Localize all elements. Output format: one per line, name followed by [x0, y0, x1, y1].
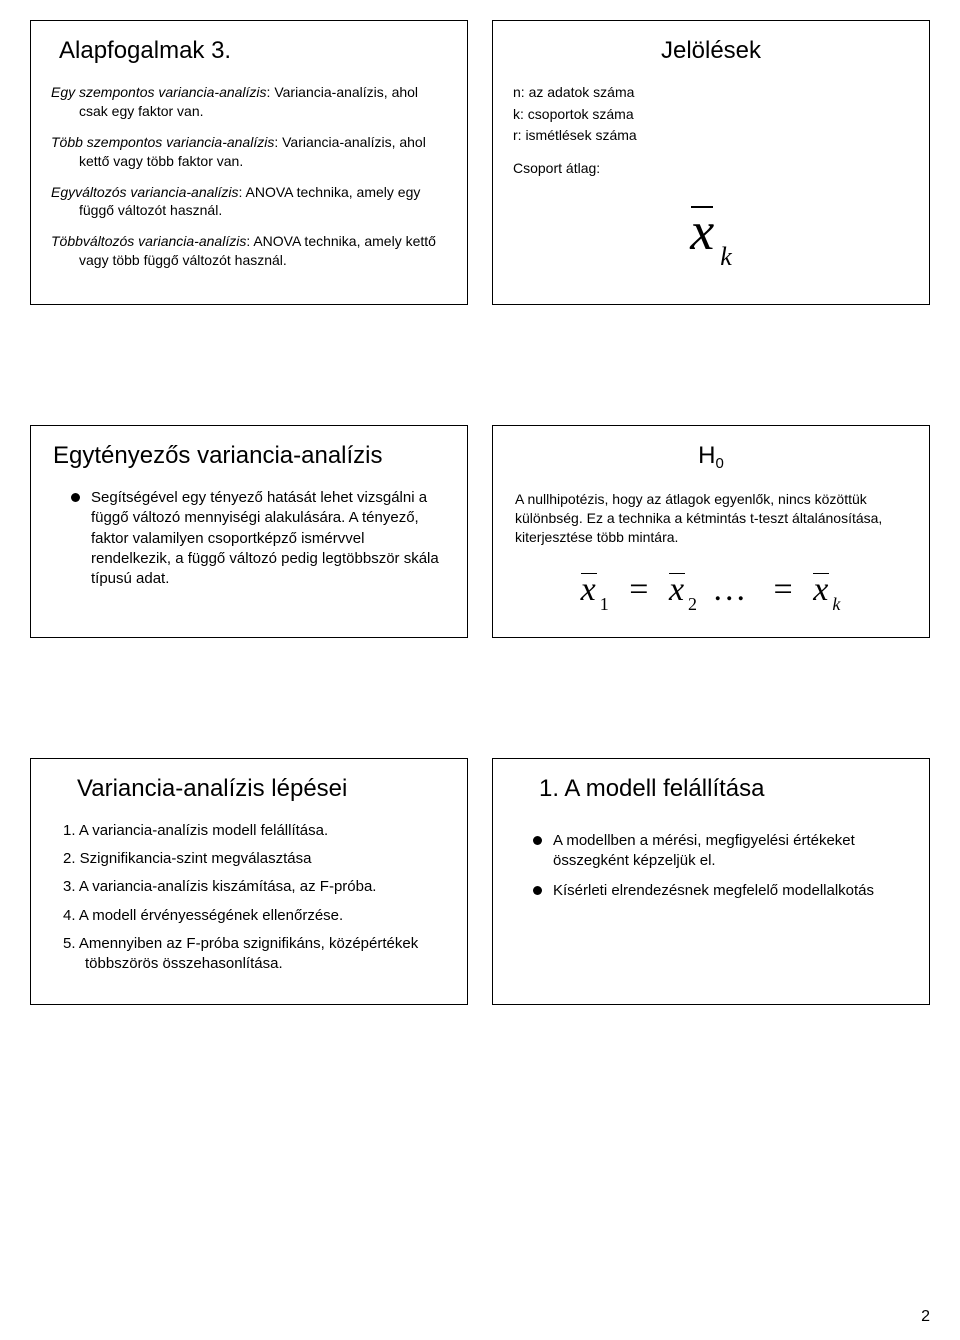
panel-title: 1. A modell felállítása	[539, 775, 911, 803]
panel-alapfogalmak: Alapfogalmak 3. Egy szempontos variancia…	[30, 20, 468, 305]
slide-grid: Alapfogalmak 3. Egy szempontos variancia…	[30, 20, 930, 1005]
panel-jelolesek: Jelölések n: az adatok száma k: csoporto…	[492, 20, 930, 305]
panel-title: Jelölések	[511, 37, 911, 65]
term: Egy szempontos variancia-analízis	[51, 84, 267, 100]
step-item: 1. A variancia-analízis modell felállítá…	[85, 821, 449, 841]
term: Többváltozós variancia-analízis	[51, 233, 246, 249]
definition-item: Több szempontos variancia-analízis: Vari…	[79, 133, 449, 171]
math-var: x	[581, 571, 597, 609]
formula-xbar-k: xk	[511, 200, 911, 272]
ellipsis: ...	[714, 571, 749, 608]
bullet-list: Segítségével egy tényező hatását lehet v…	[71, 488, 445, 589]
notation-k: k: csoportok száma	[513, 105, 911, 125]
math-sub: 2	[688, 594, 698, 614]
math-var: x	[813, 571, 829, 609]
step-item: 5. Amennyiben az F-próba szignifikáns, k…	[85, 934, 449, 975]
bullet-item: Segítségével egy tényező hatását lehet v…	[71, 488, 445, 589]
step-item: 4. A modell érvényességének ellenőrzése.	[85, 906, 449, 926]
equation-means-equal: x1 = x2 ... = xk	[511, 571, 911, 615]
definition-item: Egy szempontos variancia-analízis: Varia…	[79, 83, 449, 121]
definition-item: Többváltozós variancia-analízis: ANOVA t…	[79, 232, 449, 270]
group-average-label: Csoport átlag:	[513, 160, 911, 176]
panel-title: Alapfogalmak 3.	[59, 37, 449, 65]
bullet-list: A modellben a mérési, megfigyelési érték…	[533, 831, 907, 902]
bullet-item: A modellben a mérési, megfigyelési érték…	[533, 831, 907, 872]
math-var: x	[690, 200, 714, 262]
panel-lepesek: Variancia-analízis lépései 1. A varianci…	[30, 758, 468, 1006]
panel-title: Variancia-analízis lépései	[77, 775, 449, 803]
panel-title: Egytényezős variancia-analízis	[53, 442, 449, 470]
step-item: 3. A variancia-analízis kiszámítása, az …	[85, 877, 449, 897]
notation-n: n: az adatok száma	[513, 83, 911, 103]
term: Egyváltozós variancia-analízis	[51, 184, 239, 200]
math-sub: 1	[600, 594, 610, 614]
page: Alapfogalmak 3. Egy szempontos variancia…	[0, 0, 960, 1340]
panel-h0: H0 A nullhipotézis, hogy az átlagok egye…	[492, 425, 930, 638]
step-item: 2. Szignifikancia-szint megválasztása	[85, 849, 449, 869]
bullet-item: Kísérleti elrendezésnek megfelelő modell…	[533, 881, 907, 901]
h0-sub: 0	[716, 455, 724, 472]
math-sub: k	[832, 594, 841, 614]
equals-sign: =	[629, 571, 649, 608]
math-var: x	[669, 571, 685, 609]
page-number: 2	[921, 1308, 930, 1326]
equals-sign: =	[774, 571, 794, 608]
term: Több szempontos variancia-analízis	[51, 134, 274, 150]
panel-title: H0	[511, 442, 911, 472]
panel-modell-felallitasa: 1. A modell felállítása A modellben a mé…	[492, 758, 930, 1006]
math-sub: k	[720, 242, 732, 271]
h0-description: A nullhipotézis, hogy az átlagok egyenlő…	[515, 490, 907, 547]
notation-lines: n: az adatok száma k: csoportok száma r:…	[511, 83, 911, 146]
notation-r: r: ismétlések száma	[513, 126, 911, 146]
definition-item: Egyváltozós variancia-analízis: ANOVA te…	[79, 183, 449, 221]
panel-egytenyezos: Egytényezős variancia-analízis Segítségé…	[30, 425, 468, 638]
h0-main: H	[698, 442, 715, 469]
steps-list: 1. A variancia-analízis modell felállítá…	[55, 821, 449, 975]
